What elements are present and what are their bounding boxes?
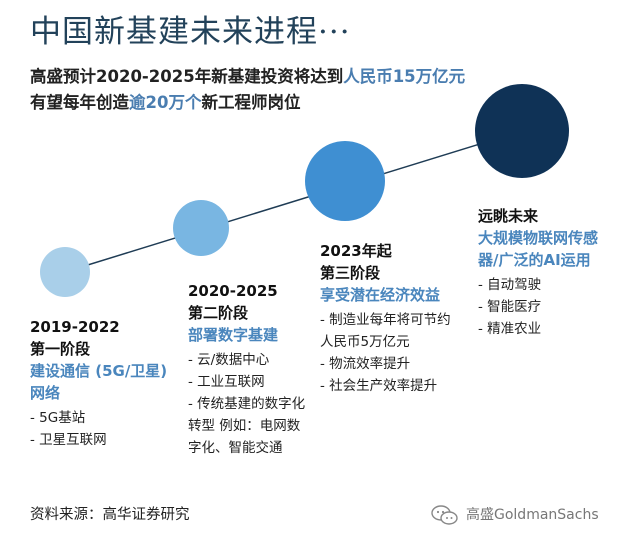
stage-bullet: - 5G基站 [30, 410, 86, 426]
subtitle-text: 新工程师岗位 [201, 93, 301, 112]
stage-2: 2020-2025 第二阶段 部署数字基建 - 云/数据中心 - 工业互联网 -… [188, 280, 305, 459]
stage-theme: 部署数字基建 [188, 326, 279, 344]
stage-phase: 第三阶段 [320, 264, 381, 282]
stage-bullet: - 社会生产效率提升 [320, 378, 438, 394]
stage-phase: 第一阶段 [30, 340, 91, 358]
stage-theme: 建设通信 (5G/卫星) [30, 362, 168, 380]
stage-bullet: - 传统基建的数字化 [188, 396, 306, 412]
subtitle-highlight: 人民币15万亿元 [343, 67, 466, 86]
stage-theme: 器/广泛的AI运用 [478, 251, 591, 269]
stage-bullet: - 智能医疗 [478, 299, 542, 315]
stage-years: 2019-2022 [30, 318, 120, 336]
stage-years: 2023年起 [320, 242, 392, 260]
stage-3-circle [305, 141, 385, 221]
stage-bullet: 字化、智能交通 [188, 440, 283, 456]
stage-1: 2019-2022 第一阶段 建设通信 (5G/卫星) 网络 - 5G基站 - … [30, 316, 167, 451]
stage-bullet: 人民币5万亿元 [320, 334, 410, 350]
stage-phase: 远眺未来 [478, 207, 539, 225]
stage-bullets: - 5G基站 - 卫星互联网 [30, 407, 167, 451]
subtitle-text: 高盛预计2020-2025年新基建投资将达到 [30, 67, 344, 86]
subtitle-line-2: 有望每年创造逾20万个新工程师岗位 [30, 92, 300, 114]
watermark-text: 高盛GoldmanSachs [466, 507, 599, 523]
subtitle-text: 有望每年创造 [30, 93, 129, 112]
watermark: 高盛GoldmanSachs [430, 504, 599, 526]
stage-theme: 享受潜在经济效益 [320, 286, 441, 304]
source-note: 资料来源：高华证券研究 [30, 507, 190, 523]
stage-bullet: - 工业互联网 [188, 374, 265, 390]
stage-bullet: - 物流效率提升 [320, 356, 411, 372]
stage-bullets: - 自动驾驶 - 智能医疗 - 精准农业 [478, 274, 598, 340]
timeline-line [64, 130, 523, 273]
stage-3: 2023年起 第三阶段 享受潜在经济效益 - 制造业每年将可节约 人民币5万亿元… [320, 240, 451, 397]
stage-bullet: - 卫星互联网 [30, 432, 107, 448]
stage-theme: 网络 [30, 384, 61, 402]
stage-bullets: - 制造业每年将可节约 人民币5万亿元 - 物流效率提升 - 社会生产效率提升 [320, 309, 451, 397]
wechat-icon [431, 505, 458, 525]
stage-bullet: - 精准农业 [478, 321, 542, 337]
stage-1-circle [40, 247, 90, 297]
stage-bullet: - 自动驾驶 [478, 277, 542, 293]
stage-4-circle [475, 84, 569, 178]
stage-bullet: 转型 例如：电网数 [188, 418, 301, 434]
stage-years: 2020-2025 [188, 282, 278, 300]
stage-2-circle [173, 200, 229, 256]
stage-bullets: - 云/数据中心 - 工业互联网 - 传统基建的数字化 转型 例如：电网数 字化… [188, 349, 305, 459]
stage-bullet: - 制造业每年将可节约 [320, 312, 451, 328]
stage-theme: 大规模物联网传感 [478, 229, 599, 247]
subtitle-line-1: 高盛预计2020-2025年新基建投资将达到人民币15万亿元 [30, 66, 465, 88]
page-title: 中国新基建未来进程··· [30, 14, 351, 50]
stage-bullet: - 云/数据中心 [188, 352, 270, 368]
subtitle-highlight: 逾20万个 [129, 93, 202, 112]
stage-4: 远眺未来 大规模物联网传感 器/广泛的AI运用 - 自动驾驶 - 智能医疗 - … [478, 205, 598, 340]
stage-phase: 第二阶段 [188, 304, 249, 322]
